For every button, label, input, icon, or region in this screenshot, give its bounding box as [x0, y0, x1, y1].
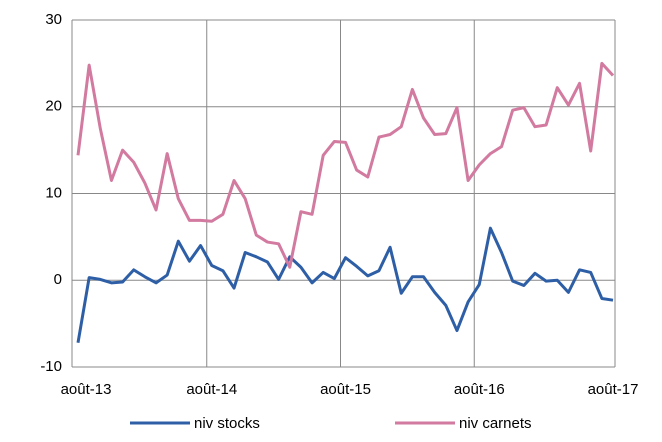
line-series — [76, 226, 614, 343]
x-tick-label: août-15 — [320, 381, 371, 398]
y-tick-label: 30 — [45, 11, 62, 28]
line-series — [76, 61, 615, 269]
legend-label: niv stocks — [194, 415, 260, 432]
x-tick-label: août-14 — [186, 381, 237, 398]
y-tick-label: 10 — [45, 184, 62, 201]
y-tick-label: 0 — [54, 271, 62, 288]
x-tick-label: août-16 — [454, 381, 505, 398]
x-tick-label: août-17 — [588, 381, 639, 398]
legend-label: niv carnets — [459, 415, 532, 432]
y-tick-label: 20 — [45, 98, 62, 115]
y-tick-label: -10 — [40, 358, 62, 375]
x-tick-label: août-13 — [61, 381, 112, 398]
